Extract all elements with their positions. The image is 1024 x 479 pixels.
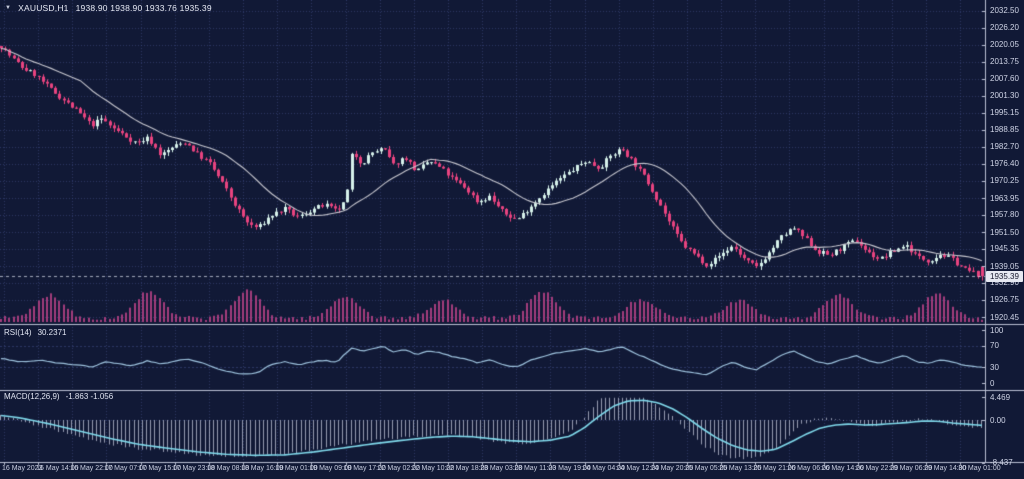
time-axis-tick-label: 19 May 17:00 (343, 465, 386, 472)
time-axis-tick-label: 29 May 06:00 (889, 465, 933, 472)
time-axis-tick-label: 18 May 16:00 (241, 465, 284, 472)
time-axis-tick-label: 23 May 03:00 (480, 465, 523, 472)
time-axis-tick-label: 17 May 07:00 (104, 465, 147, 472)
price-axis-tick-label: 1939.05 (990, 261, 1019, 271)
time-axis-tick-label: 23 May 11:00 (514, 465, 557, 472)
macd-axis-tick-label: 4.469 (990, 392, 1011, 402)
rsi-axis-tick-label: 100 (990, 325, 1004, 335)
price-axis-tick-label: 2001.30 (990, 91, 1019, 101)
time-axis-tick-label: 24 May 20:00 (650, 465, 694, 472)
ohlc-values-label: 1938.90 1938.90 1933.76 1935.39 (75, 3, 212, 13)
macd-axis-tick-label: 0.00 (990, 415, 1006, 425)
time-axis-tick-label: 24 May 12:00 (616, 465, 660, 472)
time-axis-tick-label: 24 May 04:00 (582, 465, 625, 472)
price-axis-tick-label: 1957.80 (990, 210, 1019, 220)
price-axis-tick-label: 2026.20 (990, 23, 1019, 33)
symbol-marker-icon: ▼ (5, 5, 12, 11)
price-axis-tick-label: 1920.45 (990, 312, 1019, 322)
time-axis-tick-label: 19 May 01:00 (275, 465, 318, 472)
rsi-axis-tick-label: 30 (990, 362, 999, 372)
current-price-label: 1935.39 (986, 270, 1023, 282)
time-axis-tick-label: 16 May 22:00 (70, 465, 113, 472)
time-axis-tick-label: 26 May 14:00 (821, 465, 865, 472)
price-axis-tick-label: 1995.15 (990, 108, 1019, 118)
rsi-scale-axis[interactable]: 100 70 30 0 (985, 0, 1024, 479)
price-axis-tick-label: 1945.35 (990, 244, 1019, 254)
time-axis-tick-label: 26 May 06:00 (787, 465, 830, 472)
rsi-current-value: 30.2371 (37, 328, 67, 337)
rsi-axis-tick-label: 0 (990, 378, 995, 388)
price-axis-tick-label: 1976.40 (990, 159, 1019, 169)
rsi-axis-tick-label: 70 (990, 341, 999, 351)
time-axis-tick-label: 25 May 05:00 (685, 465, 728, 472)
symbol-timeframe-label: XAUUSD,H1 (18, 3, 69, 13)
price-axis-tick-label: 1963.95 (990, 193, 1019, 203)
time-axis-tick-label: 16 May 2023 (2, 465, 43, 472)
time-axis-tick-label: 17 May 15:00 (138, 465, 182, 472)
macd-scale-axis[interactable]: 4.469 0.00 -8.437 (985, 0, 1024, 479)
chart-title: ▼ XAUUSD,H1 1938.90 1938.90 1933.76 1935… (5, 3, 212, 13)
price-axis-tick-label: 2032.50 (990, 6, 1019, 15)
price-axis-tick-label: 1970.25 (990, 176, 1019, 186)
time-axis-tick-label: 29 May 14:00 (924, 465, 967, 472)
price-axis-tick-label: 2020.05 (990, 40, 1019, 50)
macd-indicator-header: MACD(12,26,9) -1.863 -1.056 (4, 392, 113, 401)
time-axis[interactable]: 16 May 2023 16 May 14:00 16 May 22:00 17 Ma… (0, 463, 1024, 479)
rsi-name-label: RSI(14) (4, 328, 32, 337)
price-axis-tick-label: 1988.85 (990, 125, 1019, 135)
price-axis[interactable]: 2032.50 2026.20 2020.05 2013.75 2007.60 2001.… (985, 0, 1024, 479)
price-axis-tick-label: 1951.50 (990, 227, 1019, 237)
price-axis-tick-label: 1926.75 (990, 295, 1019, 305)
rsi-indicator-header: RSI(14) 30.2371 (4, 328, 66, 337)
time-axis-tick-label: 23 May 19:00 (548, 465, 591, 472)
price-axis-tick-label: 1982.70 (990, 142, 1019, 152)
time-axis-tick-label: 22 May 10:00 (411, 465, 455, 472)
price-axis-tick-label: 1932.90 (990, 278, 1019, 288)
time-axis-tick-label: 18 May 08:00 (206, 465, 250, 472)
price-axis-tick-label: 2013.75 (990, 57, 1019, 67)
time-axis-tick-label: 22 May 18:00 (445, 465, 489, 472)
time-axis-tick-label: 16 May 14:00 (36, 465, 79, 472)
macd-current-values: -1.863 -1.056 (65, 392, 114, 401)
time-axis-tick-label: 25 May 21:00 (753, 465, 796, 472)
time-axis-tick-label: 17 May 23:00 (172, 465, 216, 472)
time-axis-tick-label: 19 May 09:00 (309, 465, 352, 472)
macd-axis-tick-label: -8.437 (990, 458, 1013, 468)
time-axis-tick-label: 26 May 22:00 (855, 465, 899, 472)
price-axis-tick-label: 2007.60 (990, 74, 1019, 84)
macd-name-label: MACD(12,26,9) (4, 392, 60, 401)
time-axis-tick-label: 30 May 01:00 (958, 465, 1001, 472)
time-axis-tick-label: 25 May 13:00 (719, 465, 762, 472)
time-axis-tick-label: 22 May 02:00 (377, 465, 421, 472)
